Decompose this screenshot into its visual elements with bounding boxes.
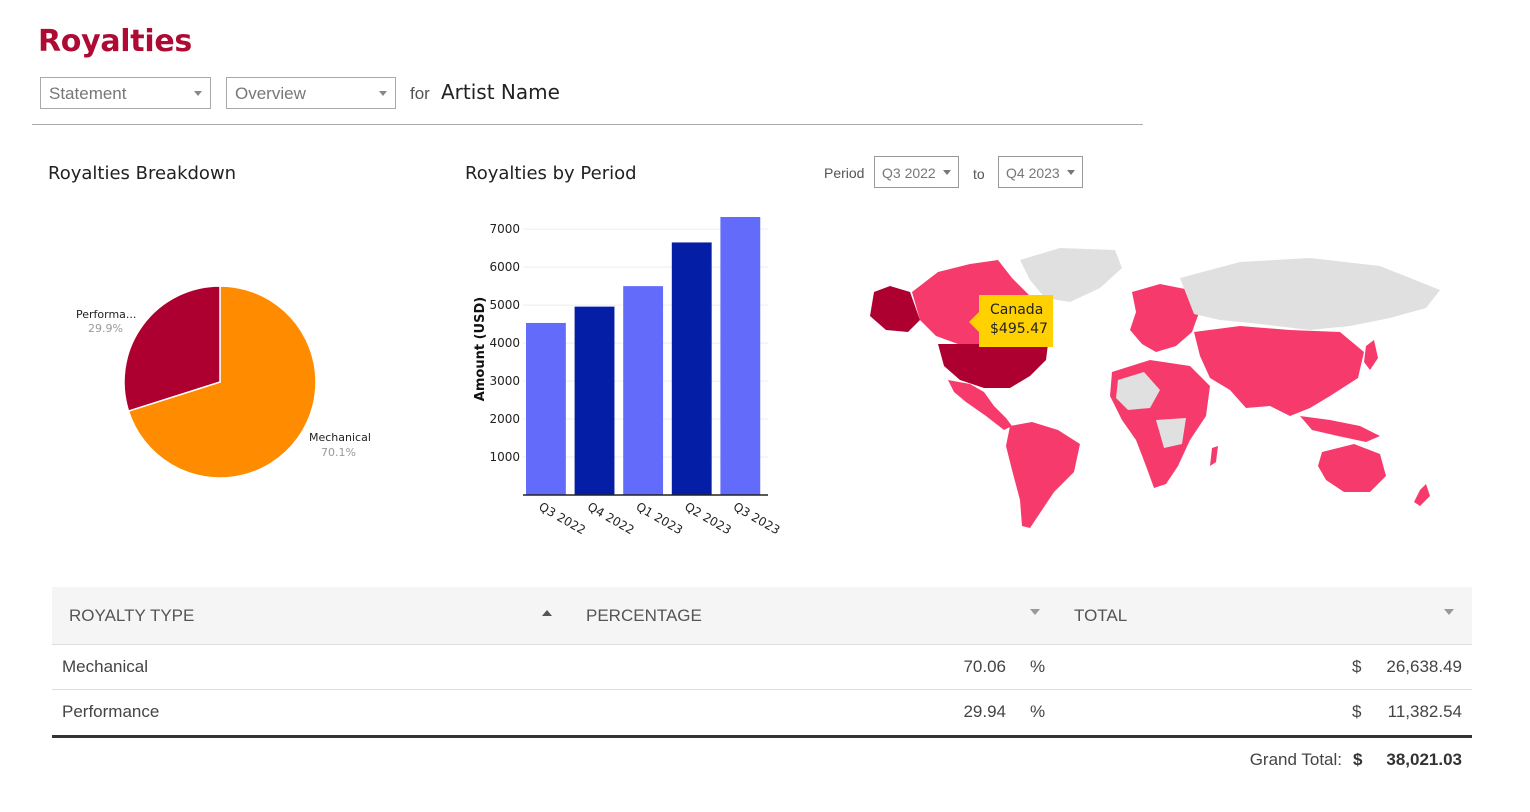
tooltip-value: $495.47 [990,321,1048,337]
bar-q4-2022[interactable] [574,306,615,495]
table-row: Performance 29.94 % $ 11,382.54 [52,690,1472,738]
map-region-greenland[interactable] [1020,248,1122,302]
map-region-south-america[interactable] [1006,422,1080,528]
y-tick-labels: 1000 2000 3000 4000 5000 6000 7000 [489,222,520,464]
row-percentage: 70.06 [963,657,1006,676]
breakdown-title: Royalties Breakdown [48,163,237,184]
column-header-total[interactable]: TOTAL [1074,606,1128,625]
map-region-alaska[interactable] [870,286,920,332]
view-select-value: Overview [235,84,306,103]
bar-series [526,217,761,495]
period-chart-title: Royalties by Period [465,163,637,184]
view-select[interactable]: Overview [226,77,396,109]
pie-slice-mechanical[interactable] [127,285,317,479]
chevron-down-icon [1067,170,1075,175]
x-tick-label: Q3 2022 [536,499,588,537]
row-royalty-type: Mechanical [62,657,148,676]
map-land [870,248,1440,528]
world-royalties-map[interactable] [860,240,1460,540]
map-region-russia[interactable] [1180,258,1440,330]
grand-total-label: Grand Total: [1249,750,1342,769]
bar-q1-2023[interactable] [623,286,664,495]
map-region-madagascar[interactable] [1210,446,1218,466]
chevron-down-icon [379,91,387,96]
chevron-down-icon [194,91,202,96]
y-axis-label: Amount (USD) [473,297,488,401]
table-row: Mechanical 70.06 % $ 26,638.49 [52,645,1472,690]
x-tick-label: Q4 2022 [585,499,637,537]
map-region-usa[interactable] [938,344,1048,388]
tooltip-country: Canada [990,302,1044,318]
period-to-value: Q4 2023 [1006,165,1060,181]
table-header: ROYALTY TYPE PERCENTAGE TOTAL [52,587,1472,645]
period-label: Period [824,165,865,181]
map-region-central-america[interactable] [948,380,1012,430]
artist-name: Artist Name [441,80,560,104]
sort-ascending-icon[interactable] [542,610,552,616]
column-header-percentage[interactable]: PERCENTAGE [586,606,702,625]
y-tick-label: 7000 [489,222,520,236]
row-total: 11,382.54 [1387,702,1462,721]
page-title: Royalties [38,24,192,59]
map-region-japan[interactable] [1364,340,1378,370]
y-tick-label: 6000 [489,260,520,274]
statement-select-value: Statement [49,84,127,103]
x-tick-label: Q1 2023 [634,499,686,537]
map-region-central-africa-unreported[interactable] [1156,418,1186,448]
pie-slices [123,285,317,479]
bar-q3-2022[interactable] [526,322,566,495]
pie-pct-performance: 29.9% [88,322,123,335]
row-percent-sign: % [1030,657,1046,676]
map-tooltip-arrow [969,312,979,332]
map-region-new-zealand[interactable] [1414,484,1430,506]
period-from-select[interactable]: Q3 2022 [874,156,959,188]
y-tick-label: 1000 [489,450,520,464]
x-tick-label: Q3 2023 [731,499,783,537]
sort-descending-icon[interactable] [1444,609,1454,615]
map-region-australia[interactable] [1318,444,1386,492]
row-currency: $ [1352,702,1362,721]
bar-q2-2023[interactable] [671,242,712,495]
map-region-asia[interactable] [1194,326,1364,416]
for-label: for [410,84,430,103]
sort-descending-icon[interactable] [1030,609,1040,615]
map-region-europe[interactable] [1130,284,1200,352]
pie-label-mechanical: Mechanical [309,431,371,444]
row-percent-sign: % [1030,702,1046,721]
period-to-label: to [973,166,985,182]
y-tick-label: 2000 [489,412,520,426]
map-region-africa-unreported[interactable] [1116,372,1160,410]
row-royalty-type: Performance [62,702,160,721]
map-region-southeast-asia[interactable] [1300,416,1380,442]
pie-label-performance: Performa... [76,308,136,321]
pie-slice-performa[interactable] [123,285,221,413]
royalties-breakdown-pie: Performa... 29.9% Mechanical 70.1% [76,285,371,479]
period-from-value: Q3 2022 [882,165,936,181]
statement-select[interactable]: Statement [40,77,211,109]
period-to-select[interactable]: Q4 2023 [998,156,1083,188]
bar-q3-2023[interactable] [720,217,761,495]
x-tick-label: Q2 2023 [682,499,734,537]
row-percentage: 29.94 [963,702,1006,721]
pie-pct-mechanical: 70.1% [321,446,356,459]
chevron-down-icon [943,170,951,175]
column-header-royalty-type[interactable]: ROYALTY TYPE [69,606,195,625]
map-tooltip: Canada $495.47 [979,295,1053,347]
y-tick-label: 3000 [489,374,520,388]
grand-total-currency: $ [1353,750,1363,769]
y-tick-label: 5000 [489,298,520,312]
grand-total-value: 38,021.03 [1386,750,1462,769]
header-divider [32,124,1143,125]
row-currency: $ [1352,657,1362,676]
row-total: 26,638.49 [1386,657,1462,676]
y-tick-label: 4000 [489,336,520,350]
